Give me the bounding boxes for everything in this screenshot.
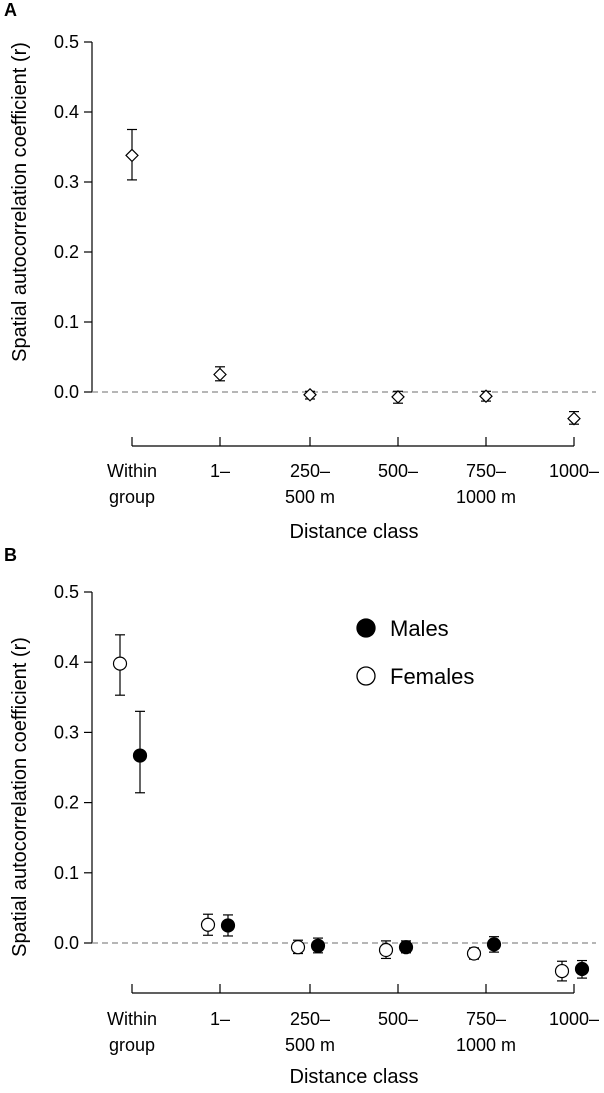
panel-a-x-tick-label-line2: group bbox=[109, 487, 155, 507]
panel-b-y-tick-label: 0.4 bbox=[54, 652, 79, 672]
panel-a-data-point bbox=[213, 367, 227, 382]
panel-a-data-point bbox=[567, 411, 581, 426]
panel-b-x-tick-label: Within bbox=[107, 1009, 157, 1029]
legend-marker-females bbox=[356, 666, 376, 686]
panel-b-data-point-males bbox=[132, 748, 148, 763]
panel-b-data-point-females bbox=[554, 963, 570, 979]
panel-b-x-tick-label-line2: 500 m bbox=[285, 1035, 335, 1055]
panel-b-data-point-females bbox=[112, 656, 128, 671]
panel-b-data-point-females bbox=[200, 917, 216, 932]
panel-b-legend: Males Females bbox=[356, 616, 474, 689]
legend-label-females: Females bbox=[390, 664, 474, 689]
panel-a-y-tick-label: 0.3 bbox=[54, 172, 79, 192]
panel-b-data-point-males bbox=[220, 918, 236, 933]
panel-b-plot-area: 0.0 0.1 0.2 0.3 0.4 0.5 Within group 1– 250– 500 m… bbox=[54, 582, 599, 1055]
panel-a-y-tick-label: 0.0 bbox=[54, 382, 79, 402]
panel-a-x-tick-label-line2: 1000 m bbox=[456, 487, 516, 507]
panel-a-y-tick-label: 0.5 bbox=[54, 32, 79, 52]
panel-a-x-tick-label: 250– bbox=[290, 461, 330, 481]
panel-a-data-point bbox=[125, 148, 139, 163]
panel-b-x-tick-label-line2: group bbox=[109, 1035, 155, 1055]
panel-b-data-point-females bbox=[466, 946, 482, 961]
panel-a-x-axis-title: Distance class bbox=[290, 521, 419, 543]
panel-a-data-point bbox=[479, 389, 493, 404]
panel-a-y-axis-title: Spatial autocorrelation coefficient (r) bbox=[9, 42, 31, 362]
panel-b-y-tick-label: 0.0 bbox=[54, 933, 79, 953]
panel-b-data-point-females bbox=[378, 942, 394, 958]
panel-b-letter: B bbox=[4, 545, 17, 565]
panel-b-y-tick-label: 0.2 bbox=[54, 793, 79, 813]
panel-a-data-point bbox=[303, 387, 317, 402]
panel-b-x-tick-label: 250– bbox=[290, 1009, 330, 1029]
panel-b-data-point-males bbox=[310, 938, 326, 953]
legend-label-males: Males bbox=[390, 616, 449, 641]
panel-b-x-tick-label: 500– bbox=[378, 1009, 418, 1029]
panel-a-x-tick-label: Within bbox=[107, 461, 157, 481]
legend-marker-males bbox=[356, 618, 376, 638]
panel-b: B Spatial autocorrelation coefficient (r… bbox=[4, 545, 599, 1088]
panel-a-x-tick-label: 1000– bbox=[549, 461, 599, 481]
panel-b-data-point-males bbox=[486, 937, 502, 952]
panel-b-y-tick-label: 0.3 bbox=[54, 722, 79, 742]
panel-a-x-tick-label: 750– bbox=[466, 461, 506, 481]
panel-b-x-axis-title: Distance class bbox=[290, 1066, 419, 1088]
panel-a-data-point bbox=[391, 390, 405, 404]
panel-a-plot-area: 0.0 0.1 0.2 0.3 0.4 0.5 Within group 1– 250– 500 m… bbox=[54, 32, 599, 507]
panel-b-data-point-females bbox=[290, 940, 306, 955]
panel-a-x-tick-label: 500– bbox=[378, 461, 418, 481]
panel-b-x-tick-label-line2: 1000 m bbox=[456, 1035, 516, 1055]
panel-b-data-point-males bbox=[574, 961, 590, 977]
panel-a-x-tick-label-line2: 500 m bbox=[285, 487, 335, 507]
panel-a: A Spatial autocorrelation coefficient (r… bbox=[4, 0, 599, 543]
panel-a-y-tick-label: 0.2 bbox=[54, 242, 79, 262]
panel-b-y-axis-title: Spatial autocorrelation coefficient (r) bbox=[9, 637, 31, 957]
panel-a-letter: A bbox=[4, 0, 17, 20]
panel-b-data-point-males bbox=[398, 940, 414, 955]
panel-b-x-tick-label: 1– bbox=[210, 1009, 230, 1029]
panel-a-y-tick-label: 0.1 bbox=[54, 312, 79, 332]
panel-a-x-tick-label: 1– bbox=[210, 461, 230, 481]
panel-b-x-tick-label: 1000– bbox=[549, 1009, 599, 1029]
panel-b-y-tick-label: 0.5 bbox=[54, 582, 79, 602]
panel-b-x-tick-label: 750– bbox=[466, 1009, 506, 1029]
panel-a-y-tick-label: 0.4 bbox=[54, 102, 79, 122]
panel-b-y-tick-label: 0.1 bbox=[54, 863, 79, 883]
